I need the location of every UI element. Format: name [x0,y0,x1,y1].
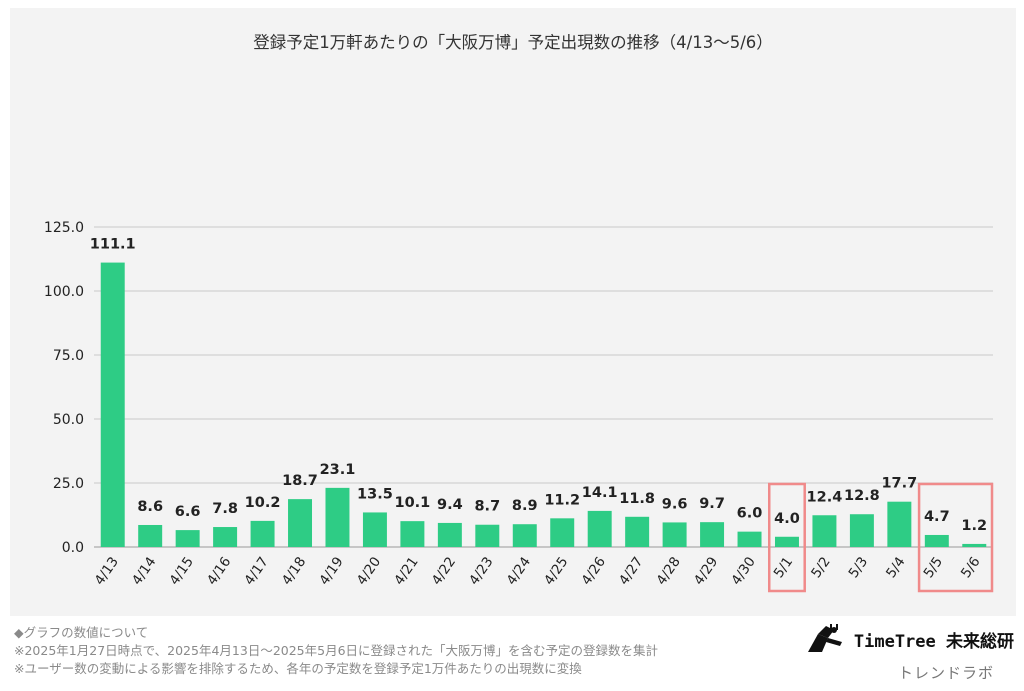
bar [962,543,987,547]
x-tick-label: 4/15 [166,554,197,588]
highlight-box [768,482,806,593]
data-label: 1.2 [961,518,987,534]
bar [138,524,163,547]
bar [774,536,799,547]
x-tick-label: 5/5 [921,554,947,581]
x-tick-label: 4/22 [429,554,460,588]
data-label: 7.8 [212,501,238,517]
data-label: 6.6 [175,504,201,520]
brand: TimeTree 未来総研 トレンドラボ [794,622,1014,682]
x-tick-label: 4/19 [316,554,347,588]
bar [700,522,725,547]
x-tick-label: 4/20 [354,554,385,588]
footer-note-normalization: ※ユーザー数の変動による影響を排除するため、各年の予定数を登録予定1万件あたりの… [14,661,582,676]
data-label: 4.7 [924,509,950,525]
y-tick-label: 100.0 [44,284,84,300]
footer-notes: ◆グラフの数値について ※2025年1月27日時点で、2025年4月13日〜20… [14,624,794,678]
x-tick-label: 4/28 [653,554,684,588]
x-tick-label: 4/26 [578,554,609,588]
brand-subtitle: トレンドラボ [897,664,994,682]
brand-name: TimeTree 未来総研 [853,631,1014,652]
x-tick-label: 4/16 [204,554,235,588]
data-label: 10.2 [245,495,281,511]
data-label: 11.8 [619,491,655,507]
data-label: 12.4 [807,489,843,505]
bar [512,524,537,547]
data-label: 8.9 [512,498,538,514]
footer-note-heading: ◆グラフの数値について [14,625,149,640]
bar [737,531,762,547]
y-tick-label: 125.0 [44,220,84,236]
x-tick-label: 4/23 [466,554,497,588]
bar [924,534,949,547]
data-label: 17.7 [881,476,917,492]
brand-logo-icon [807,624,842,652]
data-label: 11.2 [544,492,580,508]
y-tick-label: 25.0 [53,476,84,492]
data-label: 13.5 [357,486,393,502]
x-tick-label: 5/4 [883,554,909,581]
x-tick-label: 4/17 [241,554,272,588]
x-tick-label: 4/13 [92,554,123,588]
x-tick-label: 5/2 [808,554,834,581]
data-label: 8.7 [474,499,500,515]
data-label: 9.6 [662,496,688,512]
bar [325,487,350,547]
y-tick-label: 50.0 [53,412,84,428]
bar [100,262,125,547]
data-label: 8.6 [137,499,163,515]
data-label: 4.0 [774,511,800,527]
data-label: 6.0 [737,506,763,522]
bar [362,512,387,547]
bar [475,524,500,547]
bar [288,499,313,547]
footer-note-period: ※2025年1月27日時点で、2025年4月13日〜2025年5月6日に登録され… [14,643,659,658]
x-tick-label: 4/18 [279,554,310,588]
bar [887,501,912,547]
y-tick-label: 0.0 [62,540,84,556]
data-label: 111.1 [90,237,136,253]
x-tick-label: 4/24 [504,554,535,588]
bar [662,522,687,547]
x-tick-label: 4/25 [541,554,572,588]
x-tick-label: 5/1 [771,554,797,581]
data-label: 23.1 [320,462,356,478]
data-label: 18.7 [282,473,318,489]
bar [625,516,650,547]
data-label: 10.1 [395,495,431,511]
data-label: 12.8 [844,488,880,504]
chart-panel: 登録予定1万軒あたりの「大阪万博」予定出現数の推移（4/13〜5/6） 0.0 25… [10,8,1016,616]
bar [587,510,612,547]
data-label: 9.4 [437,497,463,513]
bar [250,520,275,547]
y-tick-label: 75.0 [53,348,84,364]
bar [849,514,874,547]
data-label: 14.1 [582,485,618,501]
chart-title: 登録予定1万軒あたりの「大阪万博」予定出現数の推移（4/13〜5/6） [253,33,773,52]
bar [437,522,462,547]
x-tick-label: 4/21 [391,554,422,588]
highlight-box [917,482,994,593]
x-tick-label: 4/30 [728,554,759,588]
bar [812,515,837,547]
x-tick-label: 4/14 [129,554,160,588]
x-tick-label: 4/29 [691,554,722,588]
bar [213,527,238,547]
bar-chart: 登録予定1万軒あたりの「大阪万博」予定出現数の推移（4/13〜5/6） 0.0 25… [44,33,994,593]
bar [175,530,200,547]
bar [400,521,425,547]
x-tick-label: 5/6 [958,554,984,581]
bar [550,518,575,547]
x-tick-label: 5/3 [846,554,872,581]
data-label: 9.7 [699,496,725,512]
x-tick-label: 4/27 [616,554,647,588]
